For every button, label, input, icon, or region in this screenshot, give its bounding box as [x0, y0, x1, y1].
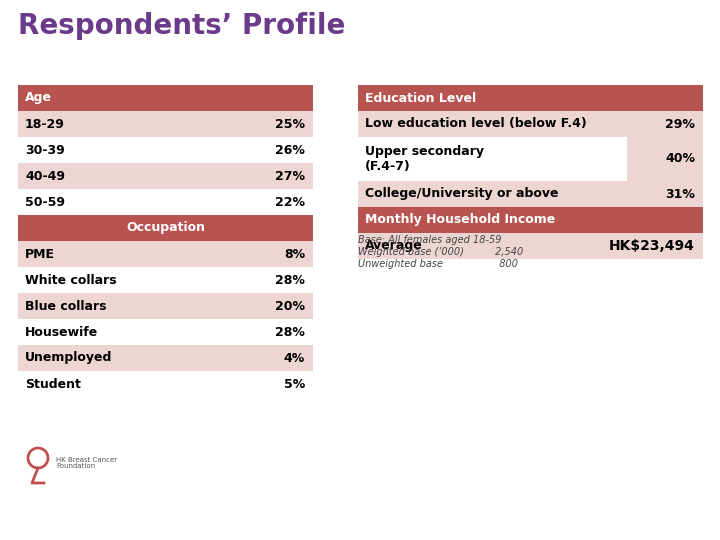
- Text: HK Breast Cancer
Foundation: HK Breast Cancer Foundation: [56, 456, 117, 469]
- Text: 29%: 29%: [665, 118, 695, 131]
- Bar: [18, 241, 313, 267]
- Text: HK$23,494: HK$23,494: [609, 239, 695, 253]
- Bar: [627, 233, 703, 259]
- Text: Unweighted base                  800: Unweighted base 800: [358, 259, 518, 269]
- Text: Blue collars: Blue collars: [25, 300, 107, 313]
- Text: Housewife: Housewife: [25, 326, 98, 339]
- Text: White collars: White collars: [25, 273, 117, 287]
- Text: 28%: 28%: [275, 326, 305, 339]
- Text: 27%: 27%: [275, 170, 305, 183]
- Text: 20%: 20%: [275, 300, 305, 313]
- Text: Unemployed: Unemployed: [25, 352, 112, 365]
- Text: 31%: 31%: [665, 187, 695, 200]
- Text: 18-29: 18-29: [25, 118, 65, 131]
- Bar: [627, 137, 703, 181]
- Text: Average: Average: [365, 240, 423, 253]
- Bar: [358, 233, 627, 259]
- Text: Respondents’ Profile: Respondents’ Profile: [18, 12, 346, 40]
- Text: 26%: 26%: [275, 144, 305, 157]
- Text: Education Level: Education Level: [365, 91, 476, 105]
- Bar: [358, 181, 627, 207]
- Text: 25%: 25%: [275, 118, 305, 131]
- Text: Occupation: Occupation: [126, 221, 205, 234]
- Text: 30-39: 30-39: [25, 144, 65, 157]
- Text: 22%: 22%: [275, 195, 305, 208]
- Text: Student: Student: [25, 377, 81, 390]
- Bar: [358, 137, 627, 181]
- Bar: [18, 293, 313, 319]
- Text: PME: PME: [25, 247, 55, 260]
- Bar: [18, 137, 313, 163]
- Text: 4%: 4%: [284, 352, 305, 365]
- Text: 40-49: 40-49: [25, 170, 65, 183]
- Text: Monthly Household Income: Monthly Household Income: [365, 213, 555, 226]
- Bar: [18, 371, 313, 397]
- Bar: [627, 111, 703, 137]
- Text: Age: Age: [25, 91, 52, 105]
- Bar: [358, 85, 703, 111]
- Bar: [18, 163, 313, 189]
- Text: 40%: 40%: [665, 152, 695, 165]
- Bar: [18, 215, 313, 241]
- Text: 8%: 8%: [284, 247, 305, 260]
- Bar: [18, 267, 313, 293]
- Text: 5%: 5%: [284, 377, 305, 390]
- Bar: [18, 345, 313, 371]
- Bar: [18, 319, 313, 345]
- Text: College/University or above: College/University or above: [365, 187, 559, 200]
- Bar: [18, 111, 313, 137]
- Text: Low education level (below F.4): Low education level (below F.4): [365, 118, 587, 131]
- Text: 28%: 28%: [275, 273, 305, 287]
- Bar: [358, 207, 703, 233]
- Text: Base: All females aged 18-59: Base: All females aged 18-59: [358, 235, 502, 245]
- Text: 50-59: 50-59: [25, 195, 65, 208]
- Bar: [358, 111, 627, 137]
- Bar: [18, 85, 313, 111]
- Text: Weighted base (’000)          2,540: Weighted base (’000) 2,540: [358, 247, 523, 257]
- Text: Upper secondary
(F.4-7): Upper secondary (F.4-7): [365, 145, 484, 173]
- Bar: [18, 189, 313, 215]
- Bar: [627, 181, 703, 207]
